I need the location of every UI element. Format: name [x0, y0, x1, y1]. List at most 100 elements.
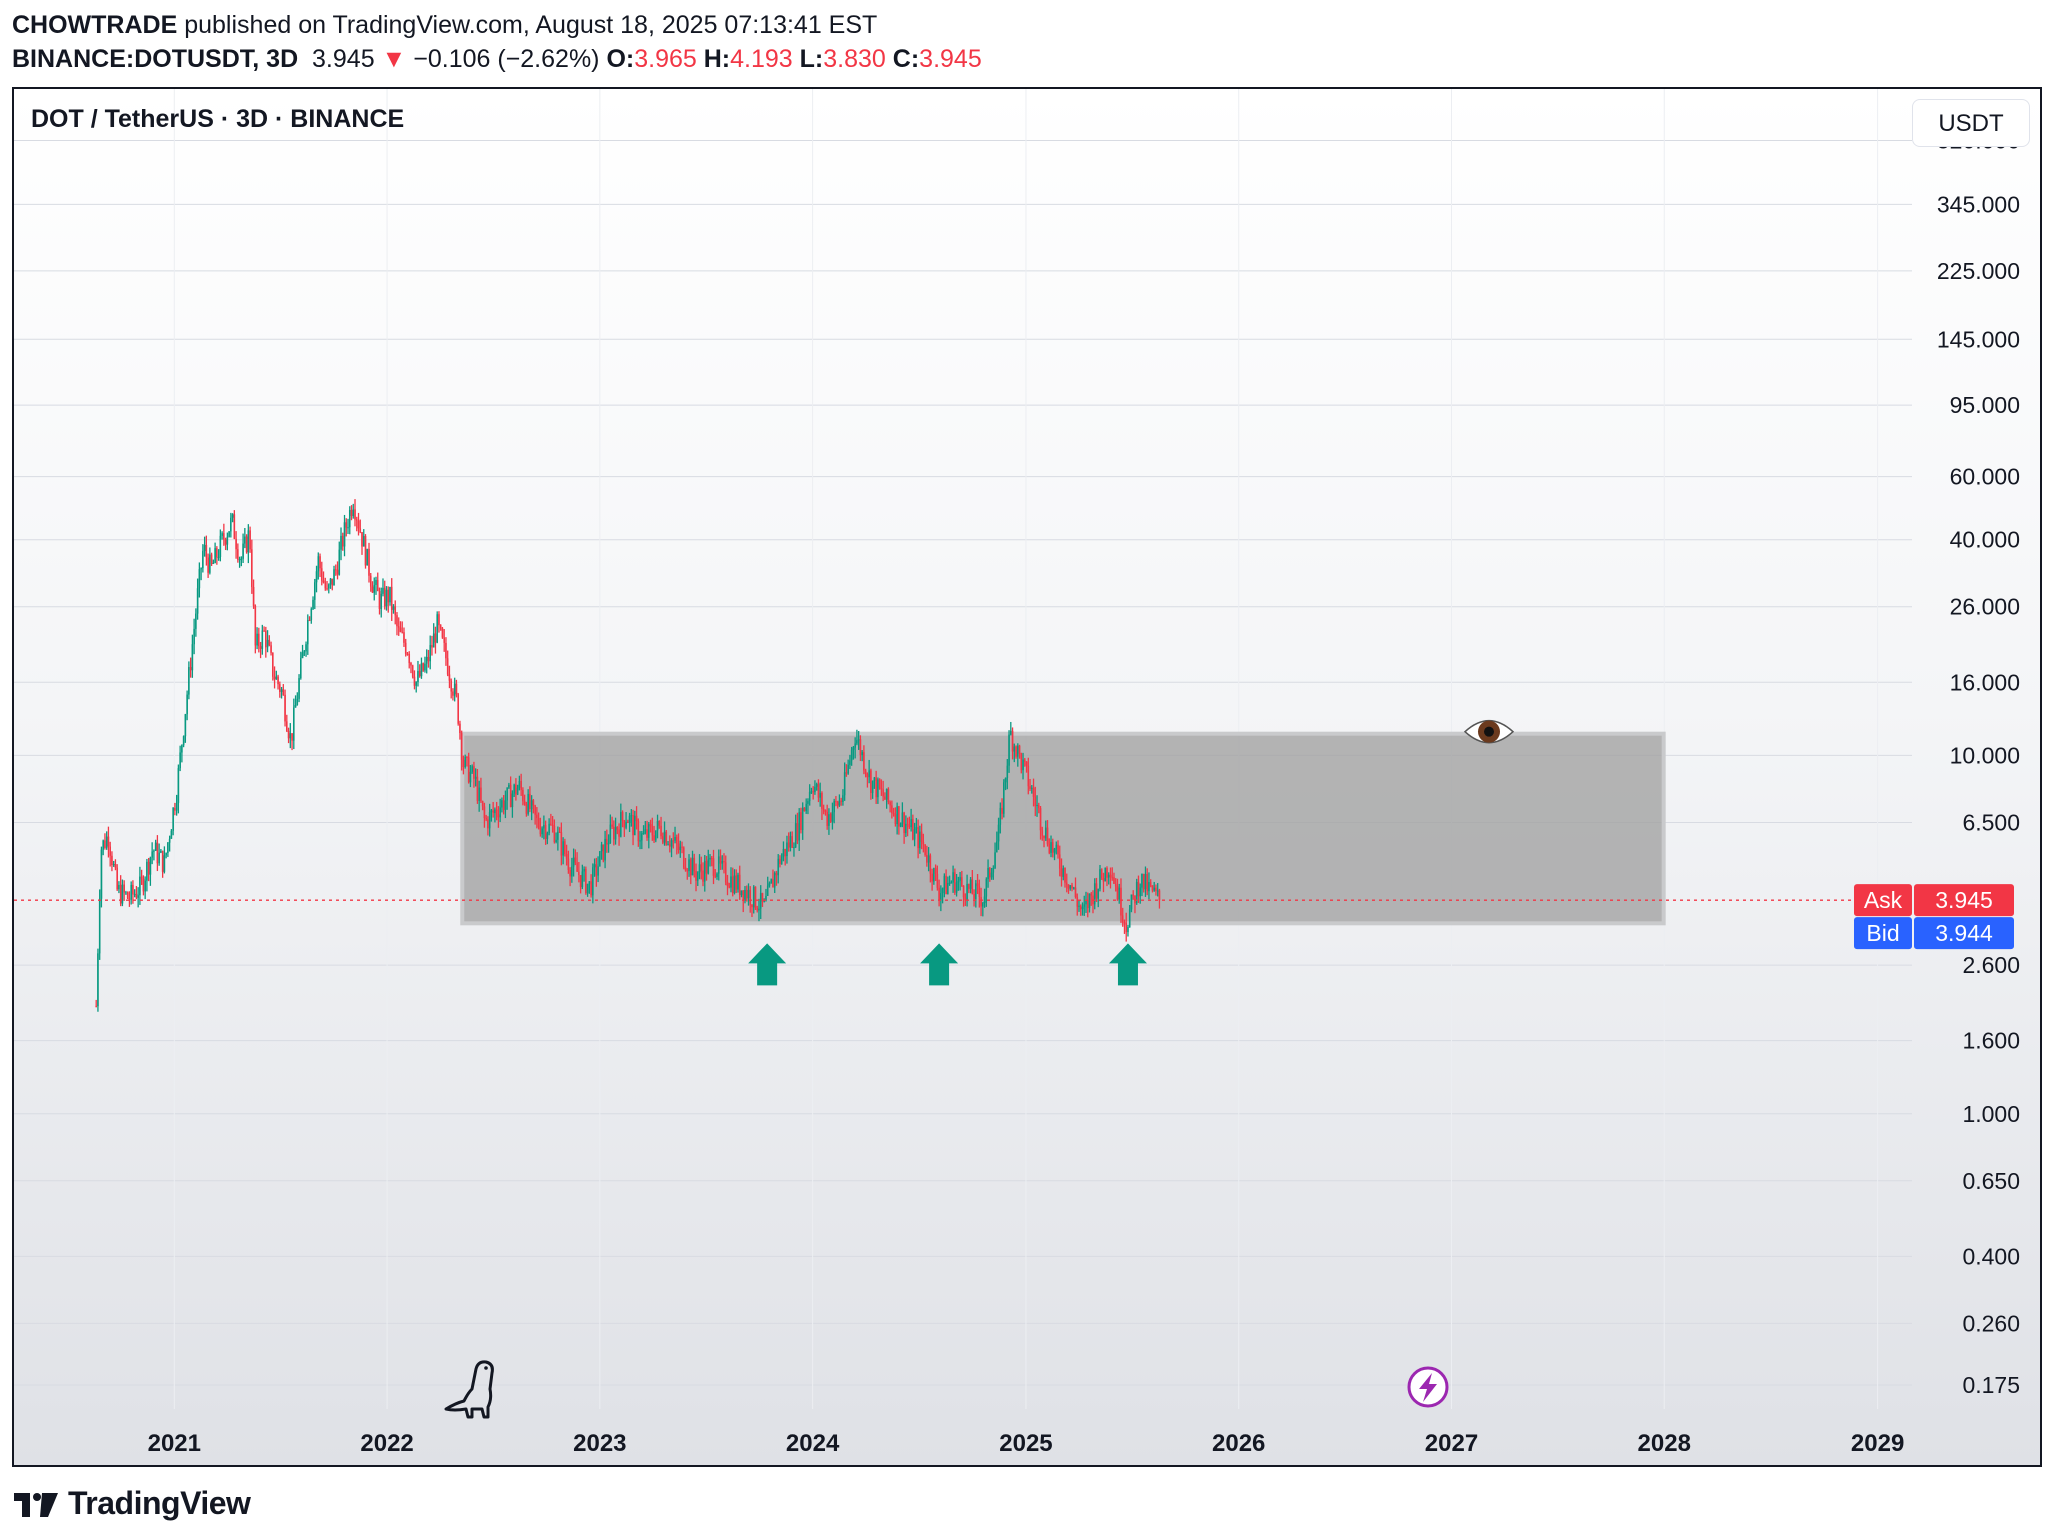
chart-icons[interactable]: [444, 719, 1515, 1419]
candle-body: [509, 784, 512, 808]
candle-body: [525, 804, 528, 814]
candle-body: [501, 800, 503, 808]
author-name[interactable]: CHOWTRADE: [12, 11, 178, 39]
candle-body: [216, 548, 218, 558]
candle-body: [898, 806, 900, 827]
y-tick-label: 0.260: [1962, 1310, 2020, 1336]
candle-body: [473, 766, 475, 779]
up-arrow-icon[interactable]: [748, 943, 787, 986]
candle-body: [620, 812, 622, 837]
candle-body: [523, 801, 526, 805]
candle-body: [1074, 887, 1077, 897]
candle-body: [866, 773, 869, 778]
up-arrow-icon[interactable]: [920, 943, 959, 986]
candle-body: [502, 800, 505, 810]
eye-icon[interactable]: [1463, 719, 1515, 744]
candle-body: [550, 823, 552, 825]
open-value: 3.965: [634, 45, 697, 73]
candle-body: [392, 606, 395, 610]
y-tick-label: 40.000: [1950, 527, 2020, 553]
candle-body: [987, 868, 989, 880]
candle-body: [228, 531, 230, 537]
y-tick-label: 2.600: [1962, 952, 2020, 978]
candle-body: [557, 831, 559, 840]
candle-body: [941, 888, 944, 894]
up-arrow-icon[interactable]: [1108, 943, 1147, 986]
symbol-title[interactable]: DOT / TetherUS · 3D · BINANCE: [31, 105, 405, 133]
candle-body: [548, 823, 550, 834]
candle-body: [749, 889, 752, 905]
candle-body: [118, 884, 120, 890]
candle-body: [1078, 905, 1080, 907]
candle-body: [497, 814, 500, 818]
candle-body: [651, 826, 654, 836]
candle-body: [529, 793, 531, 810]
close-value: 3.945: [919, 45, 982, 73]
candle-body: [119, 884, 122, 904]
candle-body: [864, 770, 867, 774]
footer-brand[interactable]: TradingView: [12, 1485, 251, 1522]
candle-body: [905, 823, 907, 834]
candle-body: [312, 599, 314, 609]
high-label: H:: [703, 45, 731, 73]
candle-body: [859, 739, 862, 756]
candle-body: [441, 628, 444, 638]
candle-body: [1003, 782, 1005, 814]
candle-body: [427, 656, 430, 662]
candle-body: [369, 575, 372, 587]
ask-label: Ask: [1864, 887, 1903, 913]
candle-body: [109, 846, 111, 856]
candle-body: [293, 707, 295, 741]
dinosaur-eye: [484, 1366, 488, 1370]
candle-body: [139, 876, 141, 896]
range-box[interactable]: [460, 731, 1666, 926]
y-tick-label: 0.175: [1962, 1372, 2020, 1398]
candle-body: [210, 554, 213, 564]
candle-body: [331, 578, 334, 586]
candle-body: [487, 819, 489, 829]
candle-body: [798, 812, 800, 841]
candle-body: [1016, 745, 1019, 757]
candle-body: [908, 825, 911, 828]
tradingview-logo-icon: [14, 1492, 58, 1517]
annotations[interactable]: Ask 3.945 Bid 3.944: [14, 884, 2014, 986]
candle-body: [380, 593, 383, 609]
candle-body: [205, 544, 208, 558]
candle-body: [1029, 786, 1031, 789]
candle-body: [889, 802, 891, 806]
dinosaur-icon[interactable]: [444, 1360, 494, 1419]
candle-body: [375, 580, 377, 585]
candle-body: [693, 857, 696, 872]
candle-body: [877, 779, 879, 798]
candle-body: [202, 551, 204, 569]
candle-body: [1104, 867, 1107, 882]
candle-body: [1043, 835, 1045, 839]
candle-body: [350, 509, 353, 517]
currency-button[interactable]: USDT: [1912, 99, 2030, 147]
last-price: 3.945: [312, 45, 375, 73]
candle-body: [230, 517, 232, 532]
lightning-icon[interactable]: [1407, 1366, 1449, 1408]
candle-body: [581, 871, 584, 888]
candle-body: [847, 764, 849, 774]
range-box-layer[interactable]: [460, 731, 1666, 926]
candle-body: [597, 866, 599, 876]
candle-body: [752, 886, 755, 908]
candle-body: [585, 868, 587, 894]
candle-body: [1128, 909, 1131, 928]
candle-body: [327, 584, 330, 589]
candle-body: [530, 800, 533, 810]
candle-body: [98, 898, 101, 954]
candle-body: [1022, 759, 1024, 771]
candle-body: [943, 875, 946, 889]
candle-body: [990, 872, 993, 878]
candle-body: [831, 812, 834, 822]
candle-body: [885, 788, 888, 800]
candle-body: [286, 721, 288, 731]
candle-body: [1023, 759, 1026, 762]
candle-body: [212, 562, 215, 564]
y-tick-label: 225.000: [1937, 258, 2020, 284]
candle-body: [322, 580, 325, 583]
